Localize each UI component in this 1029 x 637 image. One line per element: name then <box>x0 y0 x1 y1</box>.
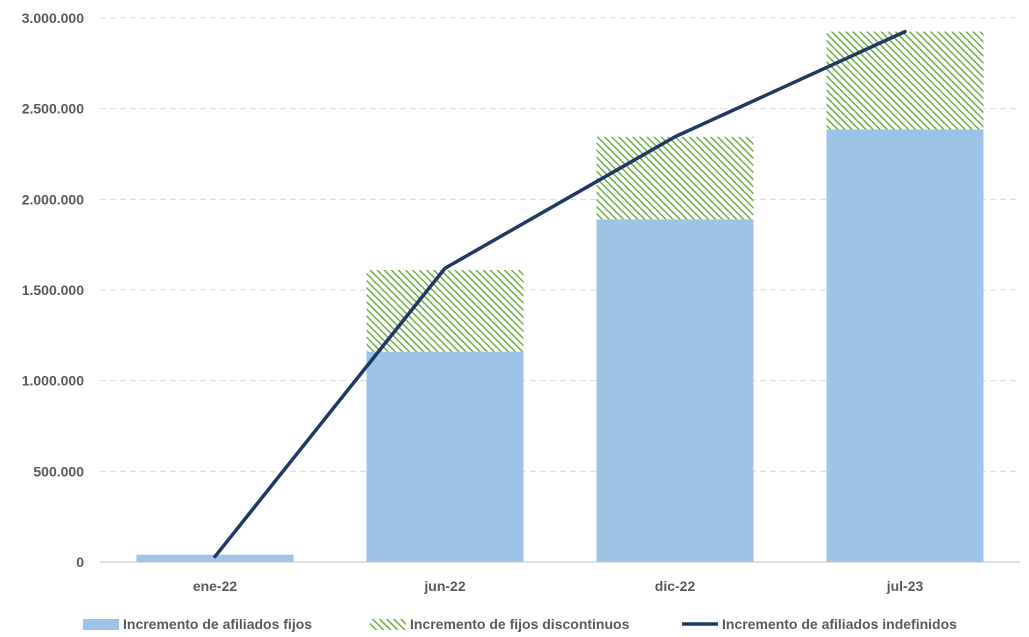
y-tick-label: 1.500.000 <box>22 282 84 298</box>
legend-label: Incremento de afiliados fijos <box>123 616 312 632</box>
bar-discontinuos-dic-22 <box>596 136 754 220</box>
bar-fijos-dic-22 <box>596 219 754 562</box>
legend-label: Incremento de afiliados indefinidos <box>722 616 957 632</box>
y-axis-tick-labels: 0 500.000 1.000.000 1.500.000 2.000.000 2.500… <box>22 10 85 570</box>
gridlines <box>100 17 1020 472</box>
y-tick-label: 2.500.000 <box>22 101 84 117</box>
bar-discontinuos-jul-23 <box>826 31 984 130</box>
y-tick-label: 2.000.000 <box>22 191 84 207</box>
legend-swatch <box>370 619 406 630</box>
bar-series <box>136 31 984 562</box>
y-tick-label: 3.000.000 <box>22 10 84 26</box>
x-tick-label-ene-22: ene-22 <box>193 578 238 594</box>
y-tick-label: 500.000 <box>33 463 84 479</box>
legend: Incremento de afiliados fijos Incremento … <box>83 616 957 632</box>
line-series <box>213 29 907 559</box>
bar-fijos-jul-23 <box>826 129 984 562</box>
legend-swatch <box>83 619 119 630</box>
bar-discontinuos-jun-22 <box>366 270 524 352</box>
y-tick-label: 0 <box>76 554 84 570</box>
legend-label: Incremento de fijos discontinuos <box>410 616 630 632</box>
x-tick-label-jun-22: jun-22 <box>423 578 465 594</box>
line-indefinidos <box>213 29 907 559</box>
x-tick-label-jul-23: jul-23 <box>886 578 924 594</box>
x-axis-tick-labels: ene-22 jun-22 dic-22 jul-23 <box>193 578 924 594</box>
y-tick-label: 1.000.000 <box>22 373 84 389</box>
x-tick-label-dic-22: dic-22 <box>655 578 696 594</box>
bar-fijos-jun-22 <box>366 351 524 562</box>
bar-fijos-ene-22 <box>136 554 294 562</box>
